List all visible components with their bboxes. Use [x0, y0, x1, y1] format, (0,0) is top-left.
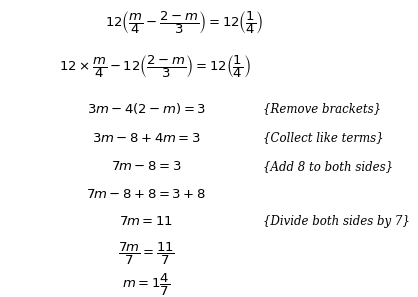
Text: {Divide both sides by 7}: {Divide both sides by 7}	[263, 215, 410, 228]
Text: {Remove brackets}: {Remove brackets}	[263, 102, 382, 115]
Text: $12\times\dfrac{m}{4}-12\left(\dfrac{2-m}{3}\right)=12\left(\dfrac{1}{4}\right)$: $12\times\dfrac{m}{4}-12\left(\dfrac{2-m…	[59, 53, 250, 80]
Text: $12\left(\dfrac{m}{4}-\dfrac{2-m}{3}\right)=12\left(\dfrac{1}{4}\right)$: $12\left(\dfrac{m}{4}-\dfrac{2-m}{3}\rig…	[104, 9, 263, 36]
Text: $m=1\dfrac{4}{7}$: $m=1\dfrac{4}{7}$	[122, 272, 170, 297]
Text: $7m=11$: $7m=11$	[119, 215, 173, 228]
Text: $\dfrac{7m}{7}=\dfrac{11}{7}$: $\dfrac{7m}{7}=\dfrac{11}{7}$	[118, 241, 175, 267]
Text: {Collect like terms}: {Collect like terms}	[263, 132, 384, 145]
Text: $7m-8+8=3+8$: $7m-8+8=3+8$	[87, 188, 206, 201]
Text: $3m-4(2-m)=3$: $3m-4(2-m)=3$	[87, 101, 206, 116]
Text: $3m-8+4m=3$: $3m-8+4m=3$	[92, 132, 201, 145]
Text: $7m-8=3$: $7m-8=3$	[111, 160, 181, 173]
Text: {Add 8 to both sides}: {Add 8 to both sides}	[263, 160, 393, 173]
